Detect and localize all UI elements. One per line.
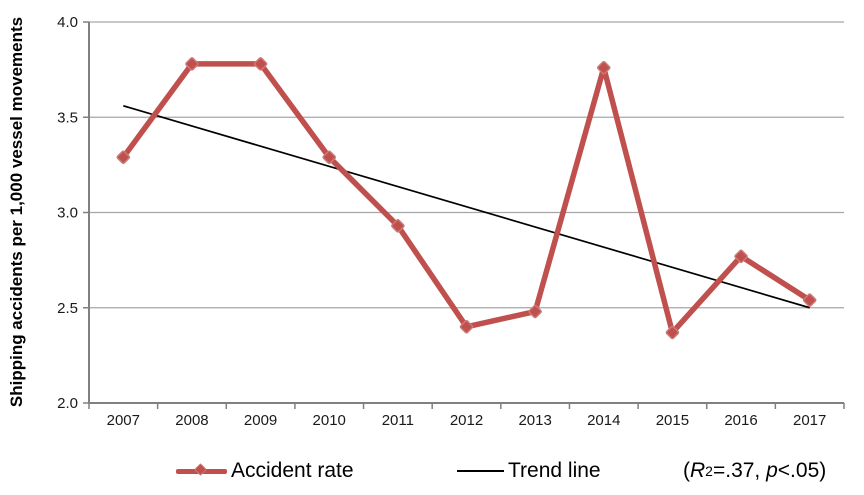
legend-item-accident-rate: Accident rate	[176, 450, 354, 492]
x-tick-label: 2011	[382, 412, 414, 429]
y-tick-label: 2.5	[57, 300, 78, 317]
x-tick-label: 2013	[518, 412, 551, 429]
x-tick-label: 2009	[244, 412, 277, 429]
stats-annotation: (R 2 =.37, p <.05)	[683, 459, 827, 482]
annotation-r-symbol: R	[690, 459, 706, 482]
data-point-marker	[665, 325, 680, 340]
x-tick-label: 2015	[656, 412, 689, 429]
trend-line	[123, 105, 810, 309]
data-point-marker	[185, 57, 199, 71]
x-tick-label: 2010	[313, 412, 346, 429]
annotation-open: (	[683, 459, 690, 482]
accident-rate-swatch-line	[176, 463, 227, 476]
data-point-marker	[322, 150, 337, 165]
x-tick-label: 2008	[175, 412, 208, 429]
x-tick-label: 2012	[450, 412, 483, 429]
annotation-r-value: =.37,	[712, 459, 767, 482]
data-point-marker	[253, 57, 268, 71]
chart-svg: 2.0 2.5 3.0 3.5 4.0 2007 2008 2009 2010 2011 2012 2…	[57, 14, 845, 429]
legend-item-trend-line: Trend line	[457, 450, 601, 492]
accident-rate-line	[120, 61, 813, 336]
accident-rate-swatch-diamond-icon	[194, 463, 207, 476]
y-tick-label: 3.0	[57, 205, 78, 222]
data-point-marker	[528, 304, 542, 319]
x-tick-label: 2016	[724, 412, 757, 429]
annotation-p-symbol: p	[766, 459, 778, 482]
legend: Accident rate Trend line (R 2 =.37, p <.05)	[0, 450, 864, 492]
trend-line-swatch	[457, 470, 504, 472]
data-point-marker	[116, 150, 131, 165]
y-tick-label: 4.0	[57, 14, 78, 31]
legend-label-trend-line: Trend line	[508, 459, 601, 482]
legend-label-accident-rate: Accident rate	[231, 459, 354, 482]
data-point-marker	[802, 293, 817, 307]
x-tick-label: 2017	[793, 412, 826, 429]
y-tick-label: 2.0	[57, 395, 78, 412]
x-tick-label: 2014	[587, 412, 620, 429]
data-point-marker	[391, 219, 405, 233]
x-tick-label: 2007	[107, 412, 140, 429]
y-tick-label: 3.5	[57, 109, 78, 126]
data-point-marker	[596, 60, 611, 75]
data-point-marker	[459, 320, 474, 334]
annotation-p-value: <.05)	[777, 459, 827, 482]
data-point-marker	[734, 249, 748, 264]
